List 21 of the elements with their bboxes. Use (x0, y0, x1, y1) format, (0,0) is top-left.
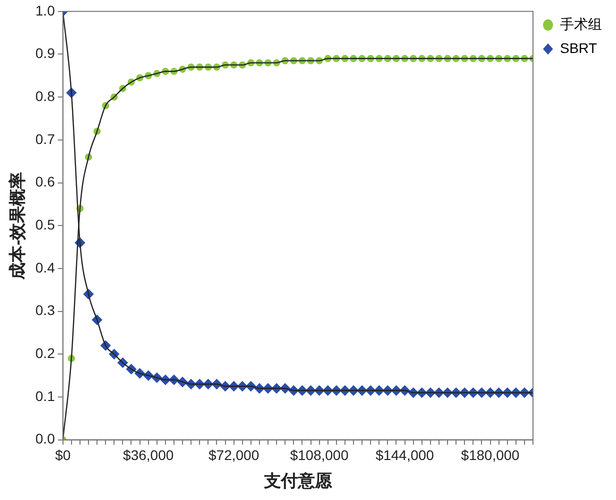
y-axis-title: 成本-效果概率 (8, 172, 27, 280)
x-tick-label: $144,000 (376, 447, 434, 464)
x-tick-label: $36,000 (123, 447, 174, 464)
legend-label: SBRT (560, 40, 598, 56)
x-tick-label: $0 (55, 447, 71, 464)
y-tick-label: 0.2 (35, 344, 56, 361)
x-tick-label: $72,000 (208, 447, 260, 464)
x-tick-label: $108,000 (290, 447, 349, 464)
y-tick-label: 0.7 (35, 130, 56, 147)
y-tick-label: 0.3 (35, 302, 56, 318)
y-tick-label: 0.9 (35, 45, 56, 62)
y-tick-label: 0.6 (35, 174, 56, 190)
y-tick-label: 0.1 (35, 388, 56, 404)
x-tick-label: $180,000 (461, 447, 520, 464)
legend-label: 手术组 (560, 16, 602, 32)
y-tick-label: 0.5 (35, 216, 56, 232)
y-tick-label: 1.0 (35, 2, 56, 18)
y-tick-label: 0.4 (35, 259, 56, 276)
x-axis-title: 支付意愿 (262, 471, 333, 490)
y-tick-label: 0.8 (35, 88, 56, 104)
y-tick-label: 0.0 (35, 430, 56, 447)
